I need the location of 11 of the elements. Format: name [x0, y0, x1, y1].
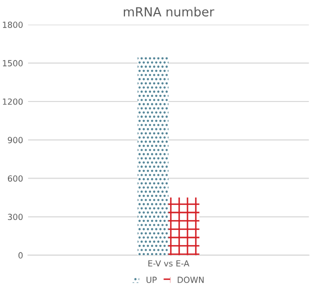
legend-label: UP	[146, 276, 157, 283]
y-tick-label: 600	[8, 175, 23, 182]
y-tick-label: 1200	[2, 98, 23, 105]
y-tick-label: 1800	[2, 22, 23, 28]
y-tick-label: 1500	[2, 60, 23, 66]
legend-label: DOWN	[178, 276, 204, 283]
chart-title: mRNA number	[124, 6, 214, 16]
y-tick-label: 0	[18, 252, 23, 258]
y-tick-label: 300	[8, 214, 23, 220]
y-tick-label: 900	[8, 136, 23, 144]
x-tick-label: E-V vs E-A	[148, 260, 190, 267]
